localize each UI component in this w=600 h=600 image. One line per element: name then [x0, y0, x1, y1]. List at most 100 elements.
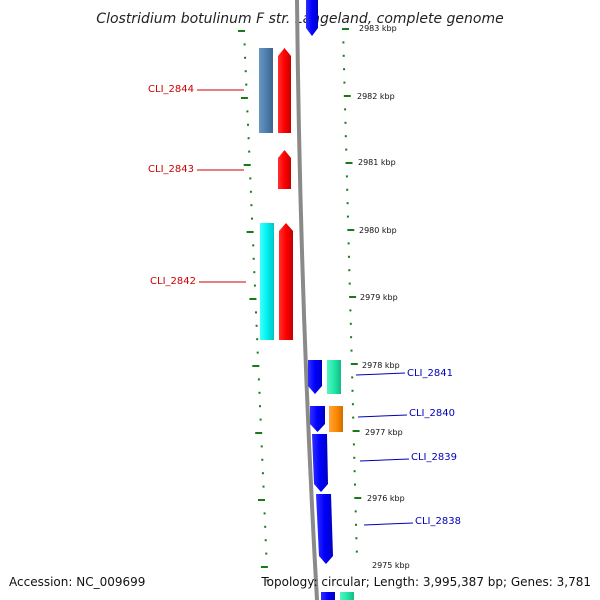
scale-tick	[343, 81, 346, 84]
kbp-marker-2982: 2982 kbp	[357, 92, 395, 101]
scale-tick	[345, 175, 348, 178]
scale-tick	[247, 123, 249, 126]
scale-tick	[354, 510, 357, 513]
scale-tick	[258, 499, 265, 501]
kbp-marker-2981: 2981 kbp	[358, 158, 396, 167]
scale-tick	[245, 83, 248, 86]
tick-track	[238, 28, 362, 582]
scale-tick	[249, 177, 252, 180]
scale-tick	[355, 523, 357, 526]
scale-tick	[262, 485, 265, 488]
cds-feature-cli-2839	[312, 434, 328, 492]
scale-tick	[252, 244, 255, 247]
scale-tick	[243, 43, 246, 46]
cds-feature-cli-2838	[316, 494, 333, 564]
map-title: Clostridium botulinum F str. Langeland, …	[96, 11, 503, 27]
cog-feature-cli-2844	[259, 48, 273, 133]
scale-tick	[265, 552, 268, 555]
scale-tick	[349, 309, 352, 312]
scale-tick	[249, 190, 252, 193]
scale-tick	[347, 229, 355, 231]
scale-tick	[255, 324, 258, 327]
cds-feature-cli-2842	[279, 223, 293, 340]
scale-tick	[349, 322, 352, 325]
gene-label-cli-2839[interactable]: CLI_2839	[411, 452, 457, 463]
scale-tick	[260, 566, 268, 568]
scale-tick	[244, 56, 247, 59]
kbp-marker-2975: 2975 kbp	[372, 561, 410, 570]
gene-label-cli-2838[interactable]: CLI_2838	[415, 516, 461, 527]
gene-label-cli-2842[interactable]: CLI_2842	[150, 276, 196, 287]
scale-tick	[259, 418, 262, 421]
scale-tick	[352, 416, 355, 419]
kbp-marker-2979: 2979 kbp	[360, 293, 398, 302]
scale-tick	[345, 148, 348, 151]
scale-tick	[238, 30, 245, 32]
scale-tick	[346, 215, 349, 218]
scale-tick	[350, 363, 358, 365]
scale-tick	[343, 95, 351, 97]
scale-tick	[263, 512, 266, 515]
leader-line-cli-2840	[357, 414, 408, 418]
gene-label-cli-2841[interactable]: CLI_2841	[407, 368, 453, 379]
scale-tick	[253, 271, 256, 274]
scale-tick	[350, 336, 353, 339]
scale-tick	[344, 121, 347, 124]
scale-tick	[348, 255, 350, 258]
scale-tick	[257, 378, 260, 381]
scale-tick	[351, 389, 354, 392]
scale-tick	[352, 430, 360, 432]
scale-tick	[252, 365, 260, 367]
gene-label-cli-2843[interactable]: CLI_2843	[148, 164, 194, 175]
leader-line-cli-2841	[355, 372, 406, 376]
scale-tick	[342, 28, 349, 30]
gene-label-cli-2840[interactable]: CLI_2840	[409, 408, 455, 419]
scale-tick	[240, 97, 248, 99]
scale-tick	[350, 349, 353, 352]
kbp-marker-2976: 2976 kbp	[367, 494, 405, 503]
accession-text: Accession: NC_009699	[9, 575, 145, 589]
scale-tick	[344, 108, 347, 111]
kbp-marker-2980: 2980 kbp	[359, 226, 397, 235]
cds-feature-cli-2844	[278, 48, 291, 133]
scale-tick	[247, 137, 250, 140]
scale-tick	[255, 432, 263, 434]
scale-tick	[243, 164, 251, 166]
scale-tick	[260, 445, 263, 448]
scale-tick	[354, 497, 362, 499]
cds-feature-cli-2841	[308, 360, 322, 394]
scale-tick	[351, 403, 354, 406]
scale-tick	[348, 282, 351, 285]
scale-tick	[343, 68, 346, 71]
cds-feature-cli-2843	[278, 150, 291, 189]
scale-tick	[349, 296, 357, 298]
scale-tick	[342, 54, 345, 57]
scale-tick	[259, 405, 261, 408]
scale-tick	[266, 579, 269, 582]
scale-tick	[264, 525, 267, 528]
scale-tick	[347, 242, 350, 245]
scale-tick	[348, 269, 351, 272]
scale-tick	[264, 539, 267, 542]
scale-tick	[246, 110, 249, 113]
scale-tick	[248, 150, 251, 153]
scale-tick	[351, 376, 354, 379]
cds-feature-cli-2840	[310, 406, 325, 432]
scale-tick	[355, 537, 358, 540]
scale-tick	[344, 135, 347, 138]
scale-tick	[354, 483, 356, 486]
scale-tick	[353, 470, 356, 473]
scale-tick	[244, 70, 247, 73]
scale-tick	[261, 472, 264, 475]
scale-tick	[352, 443, 355, 446]
scale-tick	[342, 41, 345, 44]
leader-line-cli-2838	[363, 522, 414, 526]
cog-feature-cli-2841	[327, 360, 341, 394]
gene-feature-partial-bottom	[321, 592, 335, 600]
scale-tick	[251, 217, 253, 220]
gene-label-cli-2844[interactable]: CLI_2844	[148, 84, 194, 95]
genome-backbone	[295, 0, 319, 600]
leader-line-cli-2839	[359, 458, 410, 462]
scale-tick	[256, 351, 259, 354]
scale-tick	[258, 391, 261, 394]
